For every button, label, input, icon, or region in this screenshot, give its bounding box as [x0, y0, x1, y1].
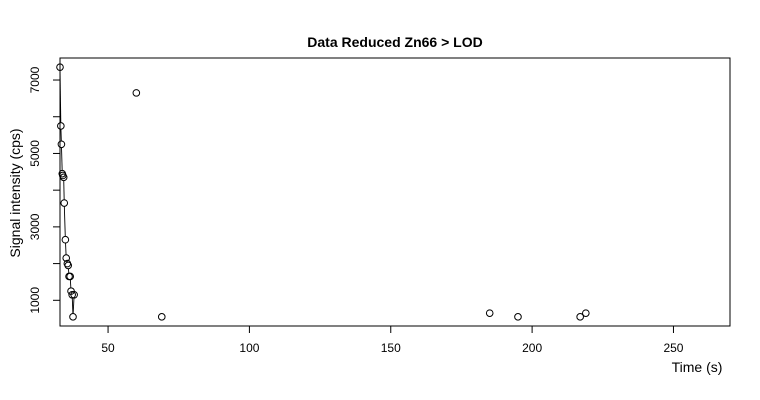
x-tick-label: 50 [101, 341, 115, 355]
series-line-segment [63, 206, 66, 237]
data-point [59, 173, 68, 182]
data-point [60, 199, 69, 207]
y-tick-label: 7000 [28, 66, 42, 93]
x-axis: 50 100 150 200 250 [101, 325, 684, 355]
x-tick-label: 150 [381, 341, 401, 355]
data-point [62, 254, 71, 262]
data-point [485, 309, 494, 317]
data-point [582, 309, 590, 317]
series-line-segment [61, 147, 63, 171]
series-line [59, 70, 75, 314]
data-point [70, 290, 78, 299]
data-point [157, 313, 166, 321]
x-tick-label: 250 [663, 341, 683, 355]
data-point [56, 63, 64, 71]
series-line-segment [72, 298, 75, 314]
y-axis: 1000 3000 5000 7000 [28, 66, 61, 314]
data-point [66, 272, 74, 281]
chart-title: Data Reduced Zn66 > LOD [307, 34, 482, 50]
data-point [57, 140, 66, 149]
y-tick-label: 5000 [28, 140, 42, 167]
plot-frame [59, 57, 731, 327]
data-point [514, 313, 522, 321]
series-line-segment [71, 298, 74, 314]
data-point [576, 313, 584, 321]
x-tick-label: 100 [239, 341, 259, 355]
x-tick-label: 200 [522, 341, 542, 355]
data-point [57, 122, 65, 130]
data-point [61, 235, 70, 244]
data-point [132, 89, 141, 97]
data-point [64, 261, 72, 270]
series-line-segment [65, 243, 67, 255]
data-point [68, 290, 76, 299]
y-tick-label: 1000 [28, 287, 42, 314]
series-line-segment [59, 70, 62, 123]
y-axis-label: Signal intensity (cps) [7, 128, 23, 257]
data-point [69, 313, 77, 321]
data-points [56, 63, 590, 321]
x-axis-label: Time (s) [672, 359, 723, 375]
y-tick-label: 3000 [28, 213, 42, 240]
